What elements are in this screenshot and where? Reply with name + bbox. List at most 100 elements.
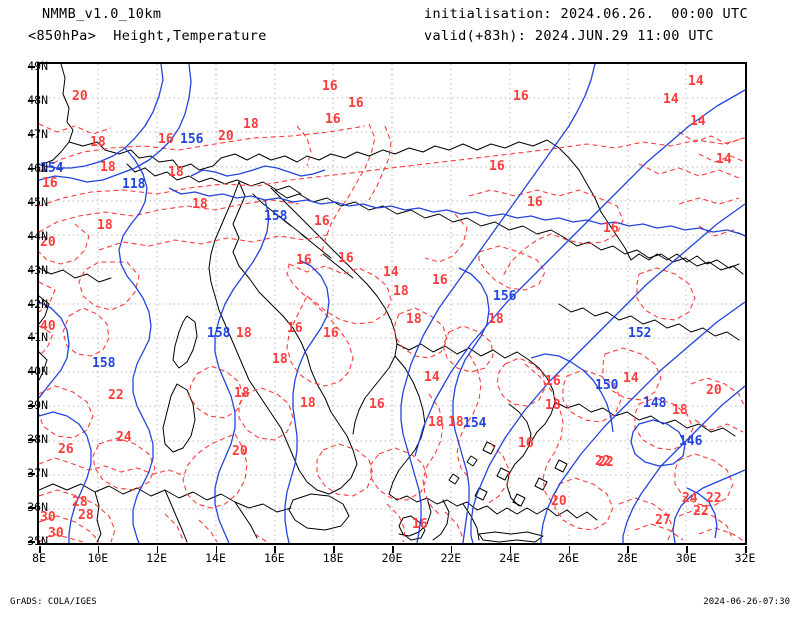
temperature-contour-label: 16: [432, 273, 448, 288]
temperature-contour-label: 16: [314, 214, 330, 229]
temperature-contour-label: 18: [272, 352, 288, 367]
y-axis-tick-label: 47N: [27, 126, 48, 141]
x-axis-tick-mark: [745, 546, 747, 553]
chart-header: NMMB_v1.0_10km <850hPa> Height,Temperatu…: [0, 0, 800, 56]
temperature-contour-label: 14: [623, 371, 639, 386]
x-axis-tick-label: 10E: [87, 551, 109, 565]
y-axis-tick-mark: [28, 303, 35, 305]
y-axis-tick-mark: [28, 133, 35, 136]
temperature-contour-label: 14: [690, 114, 706, 129]
x-axis-tick-mark: [686, 546, 688, 553]
x-axis-tick-label: 24E: [499, 551, 521, 565]
height-contours: [39, 64, 745, 543]
y-axis-tick-mark: [28, 201, 35, 204]
temperature-contour-label: 22: [595, 454, 611, 469]
temperature-contour-label: 16: [325, 112, 341, 127]
temperature-contour-label: 18: [243, 117, 259, 132]
temperature-contour-label: 18: [168, 165, 184, 180]
y-axis-tick-mark: [28, 541, 35, 543]
x-axis-tick-mark: [274, 546, 276, 553]
temperature-contour-label: 22: [598, 455, 614, 470]
temperature-contour-label: 30: [40, 510, 56, 525]
temperature-contour-label: 18: [192, 197, 208, 212]
x-axis-tick-mark: [97, 546, 100, 553]
height-contour-label: 158: [207, 326, 231, 341]
temperature-contour-label: 16: [527, 195, 543, 210]
y-axis-tick-mark: [28, 473, 35, 475]
height-contour-label: 146: [679, 434, 703, 449]
temperature-contour-label: 16: [296, 253, 312, 268]
temperature-contour-label: 16: [513, 89, 529, 104]
y-axis-tick-label: 35N: [27, 534, 48, 548]
temperature-contour-label: 20: [218, 129, 234, 144]
temperature-contour-label: 14: [663, 92, 679, 107]
height-contour-label: 152: [628, 326, 652, 341]
y-axis-tick-mark: [28, 371, 35, 373]
y-axis-tick-label: 42N: [27, 296, 48, 311]
temperature-contour-label: 22: [108, 388, 124, 403]
height-contour-label: 154: [40, 161, 64, 176]
y-axis-tick-mark: [28, 99, 35, 102]
temperature-contour-label: 20: [232, 444, 248, 459]
x-axis-tick-mark: [450, 546, 453, 553]
height-contour-label: 156: [493, 289, 517, 304]
y-axis-tick-mark: [28, 269, 35, 272]
y-axis-tick-label: 49N: [27, 59, 48, 73]
height-contour-label: 158: [264, 209, 288, 224]
temperature-contour-label: 18: [97, 218, 113, 233]
temperature-contour-label: 18: [234, 386, 250, 401]
x-axis-tick-mark: [392, 546, 394, 553]
x-axis-tick-label: 20E: [381, 551, 403, 565]
temperature-contour-label: 16: [42, 176, 58, 191]
x-axis-tick-mark: [509, 546, 512, 553]
y-axis-tick-mark: [28, 507, 35, 509]
x-axis-tick-mark: [333, 546, 335, 553]
coastlines-layer: [39, 64, 744, 543]
temperature-contour-label: 16: [369, 397, 385, 412]
temperature-contour-label: 16: [323, 326, 339, 341]
height-contour-label: 158: [92, 356, 116, 371]
temperature-contour-label: 16: [412, 517, 428, 532]
initialisation-time-label: initialisation: 2024.06.26. 00:00 UTC: [424, 6, 749, 22]
x-axis-tick-label: 8E: [32, 551, 46, 565]
model-name-label: NMMB_v1.0_10km: [42, 6, 162, 22]
temperature-contour-label: 18: [90, 135, 106, 150]
temperature-contour-label: 16: [322, 79, 338, 94]
temperature-contour-label: 16: [603, 221, 619, 236]
temperature-contour-label: 18: [236, 326, 252, 341]
temperature-contour-label: 16: [489, 159, 505, 174]
y-axis-tick-label: 48N: [27, 92, 48, 107]
temperature-contour-label: 27: [655, 513, 671, 528]
y-axis-tick-label: 40N: [27, 364, 48, 379]
temperature-contour-label: 18: [488, 312, 504, 327]
x-axis-tick-mark: [627, 546, 629, 553]
y-axis-tick-label: 38N: [27, 432, 48, 447]
temperature-contour-label: 22: [693, 504, 709, 519]
y-axis-tick-label: 36N: [27, 500, 48, 515]
x-axis-tick-label: 32E: [734, 551, 756, 565]
temperature-contour-label: 28: [72, 495, 88, 510]
x-axis-tick-mark: [156, 546, 159, 553]
y-axis-tick-mark: [28, 439, 35, 441]
temperature-contour-label: 40: [40, 319, 56, 334]
y-axis-tick-label: 44N: [27, 228, 48, 243]
generation-timestamp-label: 2024-06-26-07:30: [703, 597, 790, 607]
temperature-contour-label: 14: [716, 152, 732, 167]
y-axis-tick-mark: [28, 167, 35, 170]
temperature-contour-label: 18: [406, 312, 422, 327]
y-axis-tick-label: 43N: [27, 262, 48, 277]
y-axis-tick-label: 45N: [27, 194, 48, 209]
temperature-contour-label: 14: [424, 370, 440, 385]
x-axis-tick-label: 12E: [146, 551, 168, 565]
x-axis-tick-label: 28E: [616, 551, 638, 565]
y-axis-tick-label: 37N: [27, 466, 48, 481]
y-axis-tick-mark: [28, 235, 35, 238]
x-axis-tick-mark: [215, 546, 217, 553]
map-vector-layer: [39, 64, 745, 543]
temperature-contour-label: 24: [116, 430, 132, 445]
temperature-contour-label: 30: [48, 526, 64, 541]
y-axis-tick-label: 39N: [27, 398, 48, 413]
x-axis-tick-label: 14E: [205, 551, 226, 565]
x-axis-tick-label: 26E: [558, 551, 579, 565]
gridlines: [39, 64, 745, 543]
